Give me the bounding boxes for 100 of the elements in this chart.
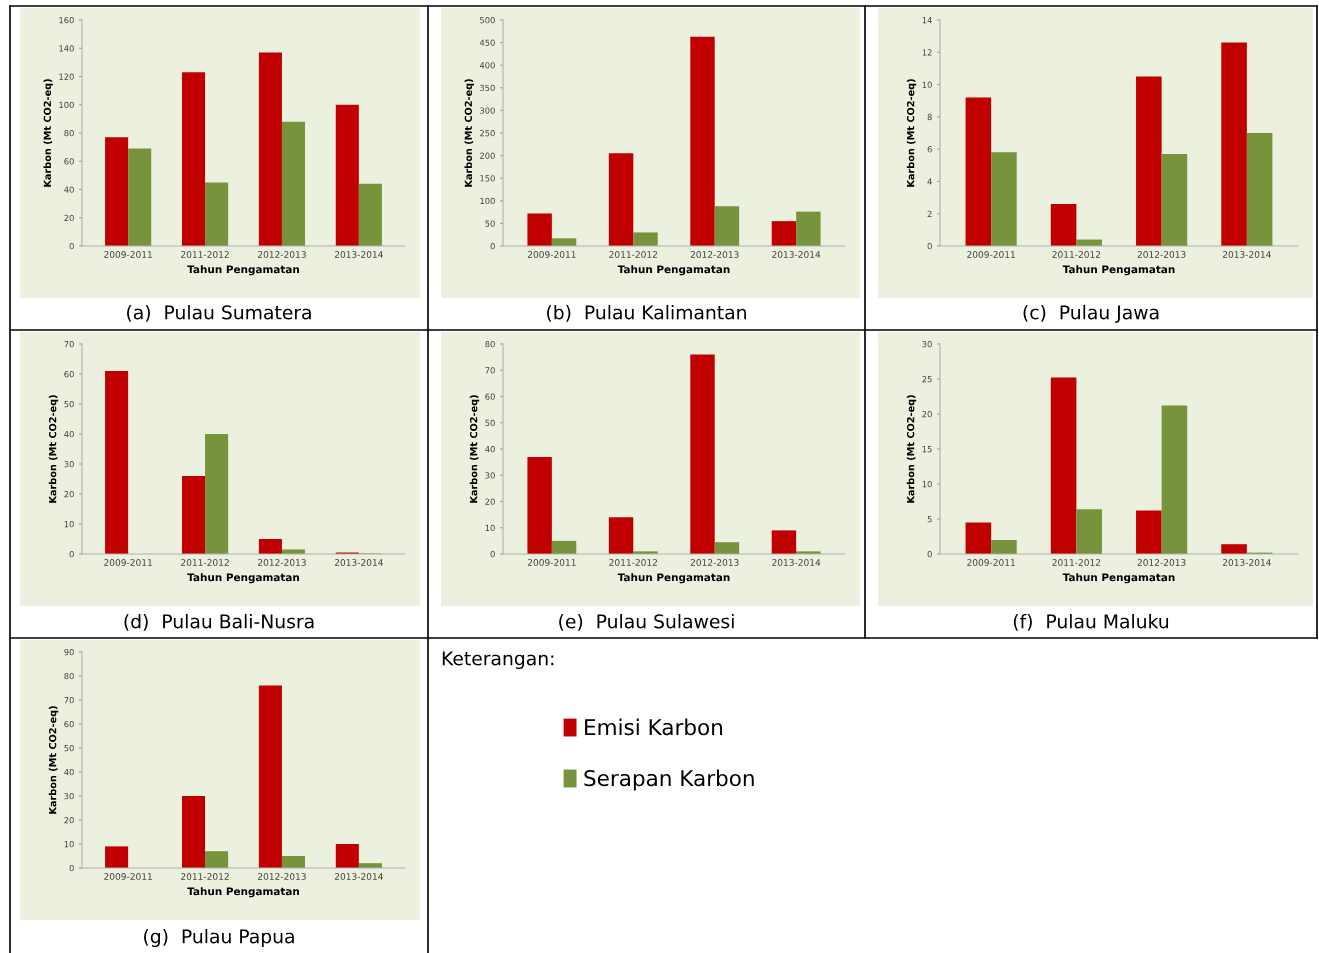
x-tick-label: 2013-2014 [772, 251, 821, 258]
y-tick-label: 0 [927, 550, 932, 558]
y-tick-label: 60 [64, 720, 74, 728]
y-tick-label: 160 [59, 16, 74, 24]
x-tick-label: 2012-2013 [1137, 559, 1186, 566]
y-tick-label: 500 [480, 16, 495, 24]
text: (b) Pulau Kalimantan [547, 304, 746, 322]
legend-title: Keterangan: [442, 651, 554, 670]
y-axis-title: Karbon (Mt CO2-eq) [48, 706, 59, 814]
y-axis-title: Karbon (Mt CO2-eq) [469, 395, 480, 503]
y-tick-label: 120 [59, 73, 74, 80]
x-tick-label: 2012-2013 [690, 251, 739, 258]
x-tick-label: 2013-2014 [334, 251, 383, 258]
x-axis-title: Tahun Pengamatan [187, 573, 299, 584]
x-tick-label: 2009-2011 [104, 559, 152, 566]
y-tick-label: 50 [485, 220, 495, 227]
y-tick-label: 50 [64, 744, 74, 752]
text: (a) Pulau Sumatera [127, 304, 311, 322]
y-tick-label: 20 [64, 490, 74, 498]
x-tick-label: 2012-2013 [258, 873, 306, 880]
x-tick-label: 2009-2011 [967, 251, 1015, 258]
text: (e) Pulau Sulawesi [559, 613, 734, 631]
y-tick-label: 0 [69, 242, 74, 250]
x-tick-label: 2011-2012 [609, 251, 657, 258]
x-axis-title: Tahun Pengamatan [187, 887, 299, 898]
y-tick-label: 50 [64, 400, 74, 408]
y-tick-label: 60 [64, 158, 74, 165]
y-tick-label: 20 [64, 816, 74, 824]
text: (g) Pulau Papua [144, 928, 294, 948]
y-tick-label: 70 [64, 340, 74, 348]
y-tick-label: 100 [480, 197, 495, 205]
y-tick-label: 80 [485, 340, 495, 348]
y-tick-label: 60 [485, 393, 495, 400]
y-tick-label: 0 [69, 550, 74, 558]
x-tick-label: 2013-2014 [1222, 559, 1271, 566]
y-tick-label: 140 [59, 45, 74, 52]
x-tick-label: 2012-2013 [1137, 251, 1186, 258]
y-tick-label: 70 [485, 367, 495, 374]
y-axis-title: Karbon (Mt CO2-eq) [906, 79, 917, 187]
x-tick-label: 2012-2013 [258, 251, 306, 258]
x-axis-title: Tahun Pengamatan [1062, 265, 1175, 276]
y-axis-title: Karbon (Mt CO2-eq) [464, 79, 474, 187]
x-tick-label: 2009-2011 [104, 873, 152, 880]
y-tick-label: 20 [64, 214, 74, 222]
y-tick-label: 300 [480, 107, 495, 114]
y-tick-label: 400 [479, 62, 495, 69]
y-tick-label: 30 [64, 460, 74, 468]
x-tick-label: 2009-2011 [104, 251, 152, 258]
x-tick-label: 2012-2013 [690, 559, 739, 566]
y-tick-label: 30 [485, 472, 495, 479]
text: (d) Pulau Bali-Nusra [124, 613, 314, 631]
legend-label: Emisi Karbon [585, 718, 723, 736]
y-tick-label: 40 [64, 186, 74, 193]
y-tick-label: 50 [485, 419, 495, 427]
y-tick-label: 40 [64, 430, 74, 438]
y-tick-label: 20 [922, 410, 932, 418]
y-tick-label: 5 [927, 516, 932, 523]
y-tick-label: 0 [927, 242, 932, 250]
y-tick-label: 80 [64, 129, 74, 137]
y-tick-label: 70 [64, 696, 74, 704]
x-tick-label: 2013-2014 [334, 559, 383, 566]
y-tick-label: 6 [927, 146, 932, 153]
x-axis-title: Tahun Pengamatan [1062, 573, 1175, 584]
y-tick-label: 10 [922, 480, 932, 488]
y-tick-label: 4 [927, 178, 932, 185]
y-tick-label: 0 [490, 242, 495, 250]
y-tick-label: 10 [922, 81, 932, 88]
y-tick-label: 14 [922, 17, 932, 24]
x-tick-label: 2009-2011 [527, 251, 576, 258]
x-tick-label: 2012-2013 [258, 559, 306, 566]
y-tick-label: 80 [64, 672, 74, 680]
y-tick-label: 30 [922, 340, 932, 348]
text: (c) Pulau Jawa [1023, 304, 1159, 323]
text: (f) Pulau Maluku [1013, 613, 1169, 631]
y-axis-title: Karbon (Mt CO2-eq) [43, 79, 53, 187]
legend-label: Serapan Karbon [584, 769, 754, 791]
y-axis-title: Karbon (Mt CO2-eq) [906, 395, 917, 503]
x-tick-label: 2013-2014 [334, 873, 383, 880]
x-tick-label: 2011-2012 [1052, 251, 1101, 258]
x-tick-label: 2011-2012 [181, 559, 229, 566]
x-tick-label: 2011-2012 [181, 873, 229, 880]
y-tick-label: 250 [480, 129, 495, 137]
x-tick-label: 2011-2012 [1052, 559, 1101, 566]
y-tick-label: 10 [64, 840, 74, 848]
x-tick-label: 2013-2014 [772, 559, 821, 566]
y-tick-label: 2 [927, 210, 932, 217]
y-axis-title: Karbon (Mt CO2-eq) [48, 395, 59, 503]
x-tick-label: 2011-2012 [181, 251, 229, 258]
y-tick-label: 30 [64, 792, 74, 800]
y-tick-label: 350 [480, 84, 495, 92]
y-tick-label: 0 [69, 864, 74, 872]
y-tick-label: 100 [59, 101, 74, 109]
y-tick-label: 10 [485, 524, 495, 532]
y-tick-label: 60 [64, 370, 74, 378]
y-tick-label: 450 [479, 39, 495, 46]
y-tick-label: 40 [485, 445, 495, 453]
y-tick-label: 12 [922, 49, 932, 56]
y-tick-label: 20 [485, 498, 495, 505]
x-tick-label: 2009-2011 [967, 559, 1015, 566]
y-tick-label: 150 [480, 175, 495, 182]
